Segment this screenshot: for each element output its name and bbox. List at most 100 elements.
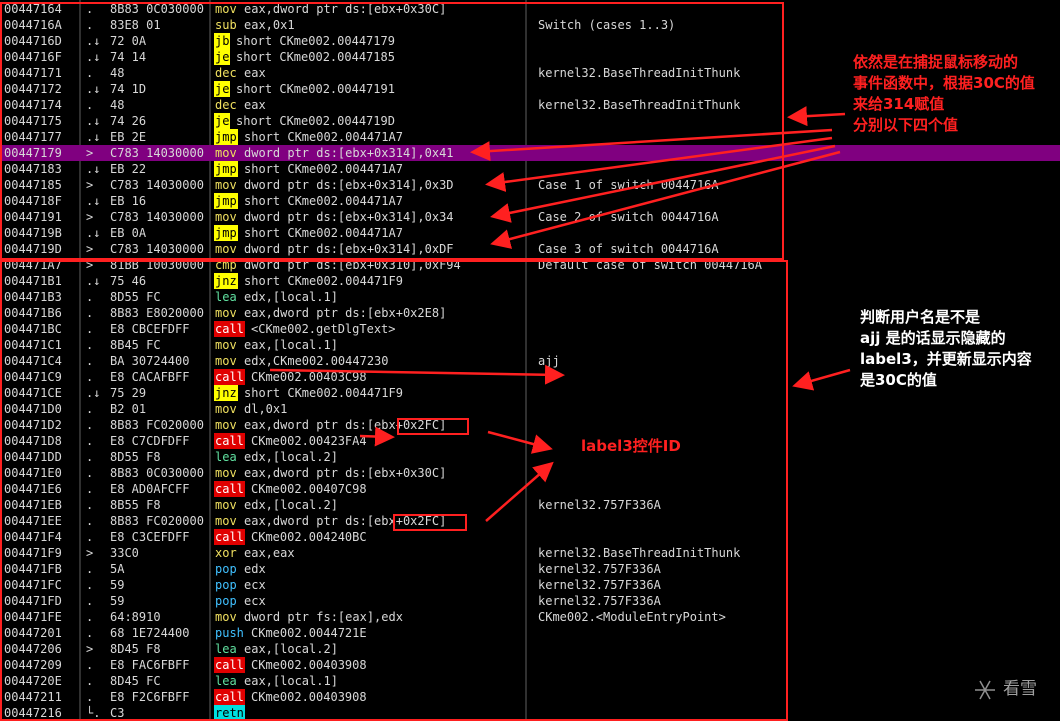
operands: short CKme002.004471A7 — [244, 194, 403, 208]
bytes: E8 CACAFBFF — [110, 370, 190, 384]
operands: CKme002.00403908 — [251, 690, 367, 704]
operands: dword ptr ds:[ebx+0x314],0x3D — [244, 178, 454, 192]
mnemonic: call — [214, 689, 245, 705]
address: 00447175 — [4, 114, 62, 128]
code-row: 004471D2. 8B83 FC020000 mov eax,dword ptr d… — [0, 417, 1060, 433]
bytes: E8 CBCEFDFF — [110, 322, 190, 336]
bytes: E8 C3CEFDFF — [110, 530, 190, 544]
watermark: 看雪 — [1003, 679, 1037, 699]
address: 00447164 — [4, 2, 62, 16]
marker: . — [86, 562, 94, 576]
mnemonic: lea — [215, 450, 237, 464]
marker: . — [86, 674, 94, 688]
code-row: 004471A7 >81BB 10030000 cmp dword ptr ds:[e… — [0, 257, 1060, 273]
marker: . — [86, 578, 94, 592]
comment: kernel32.BaseThreadInitThunk — [538, 98, 741, 112]
bytes: C783 14030000 — [110, 146, 204, 160]
mnemonic: cmp — [215, 258, 237, 272]
comment: kernel32.757F336A — [538, 594, 661, 608]
comment: Switch (cases 1..3) — [538, 18, 676, 32]
marker: .↓ — [86, 34, 101, 48]
marker: . — [86, 370, 94, 384]
code-row: 00447211. E8 F2C6FBFF call CKme002.00403908 — [0, 689, 1060, 705]
address: 004471CE — [4, 386, 62, 400]
comment: kernel32.BaseThreadInitThunk — [538, 546, 741, 560]
address: 004471C4 — [4, 354, 62, 368]
code-row: 00447185 > C783 14030000 mov dword ptr ds:[e… — [0, 177, 1060, 193]
operands: short CKme002.004471A7 — [244, 130, 403, 144]
mnemonic: mov — [215, 354, 237, 368]
address: 004471E0 — [4, 466, 62, 480]
marker: .↓ — [86, 194, 101, 208]
code-row: 004471FB. 5A pop edx kernel32.757F336A — [0, 561, 1060, 577]
comment: kernel32.757F336A — [538, 562, 661, 576]
marker: . — [86, 98, 94, 112]
bytes: 8B83 E8020000 — [110, 306, 204, 320]
code-row: 0044716A. 83E8 01 sub eax,0x1 Switch (cases … — [0, 17, 1060, 33]
code-row: 0044718F .↓ EB 16 jmp short CKme002.004471A7 — [0, 193, 1060, 209]
address: 0044716F — [4, 50, 62, 64]
code-row: 004471D0. B2 01 mov dl,0x1 — [0, 401, 1060, 417]
bytes: 48 — [110, 66, 125, 80]
code-row: 004471F4. E8 C3CEFDFF call CKme002.004240BC — [0, 529, 1060, 545]
bytes: 68 1E724400 — [110, 626, 190, 640]
marker: . — [86, 466, 94, 480]
comment: Default case of switch 0044716A — [538, 258, 762, 272]
marker: . — [86, 482, 94, 496]
marker: . — [86, 322, 94, 336]
note-line: 分别以下四个值 — [853, 116, 959, 134]
marker: . — [86, 66, 94, 80]
marker: > — [86, 242, 94, 256]
address: 004471C1 — [4, 338, 62, 352]
operands: edx,[local.1] — [244, 290, 338, 304]
address: 00447185 — [4, 178, 62, 192]
code-row: 004471FD. 59 pop ecx kernel32.757F336A — [0, 593, 1060, 609]
marker: > — [86, 642, 94, 656]
mnemonic: jmp — [214, 129, 238, 145]
bytes: 8B83 FC020000 — [110, 514, 204, 528]
address: 004471FD — [4, 594, 62, 608]
bytes: 83E8 01 — [110, 18, 161, 32]
operands: <CKme002.getDlgText> — [251, 322, 396, 336]
operands: short CKme002.004471F9 — [244, 274, 403, 288]
address: 004471FC — [4, 578, 62, 592]
mnemonic: mov — [215, 402, 237, 416]
code-row: 004471E0. 8B83 0C030000 mov eax,dword ptr d… — [0, 465, 1060, 481]
mnemonic: mov — [215, 418, 237, 432]
operands: eax,dword ptr ds:[ebx+0x2FC] — [244, 418, 447, 432]
address: 0044716A — [4, 18, 62, 32]
address: 004471B3 — [4, 290, 62, 304]
operands: eax,[local.1] — [244, 674, 338, 688]
address: 0044718F — [4, 194, 62, 208]
mnemonic: mov — [215, 178, 237, 192]
operands: edx,[local.2] — [244, 498, 338, 512]
mnemonic: xor — [215, 546, 237, 560]
address: 004471BC — [4, 322, 62, 336]
code-row: 004471B3. 8D55 FC lea edx,[local.1] — [0, 289, 1060, 305]
marker: .↓ — [86, 386, 101, 400]
code-row: 004471D8. E8 C7CDFDFF call CKme002.00423FA4 — [0, 433, 1060, 449]
mnemonic: call — [214, 529, 245, 545]
marker: . — [86, 610, 94, 624]
comment: kernel32.757F336A — [538, 578, 661, 592]
address: 004471FE — [4, 610, 62, 624]
address: 00447174 — [4, 98, 62, 112]
bytes: EB 22 — [110, 162, 147, 176]
marker: . — [86, 658, 94, 672]
bytes: EB 16 — [110, 194, 147, 208]
operands: eax,dword ptr ds:[ebx+0x30C] — [244, 2, 447, 16]
bytes: 8D45 F8 — [110, 642, 161, 656]
user-note: 判断用户名是不是 ajj 是的话显示隐藏的 label3，并更新显示内容 是30C的值 — [860, 307, 1032, 391]
operands: eax,eax — [244, 546, 295, 560]
bytes: 74 1D — [110, 82, 147, 96]
address: 00447177 — [4, 130, 62, 144]
address: 0044720E — [4, 674, 62, 688]
comment: kernel32.BaseThreadInitThunk — [538, 66, 741, 80]
mnemonic: dec — [215, 98, 237, 112]
mnemonic: mov — [215, 498, 237, 512]
comment: Case 2 of switch 0044716A — [538, 210, 719, 224]
bytes: 8B83 FC020000 — [110, 418, 204, 432]
code-row: 0044719B .↓ EB 0A jmp short CKme002.004471A7 — [0, 225, 1060, 241]
operands: dword ptr ds:[ebx+0x310],0xF94 — [244, 258, 461, 272]
